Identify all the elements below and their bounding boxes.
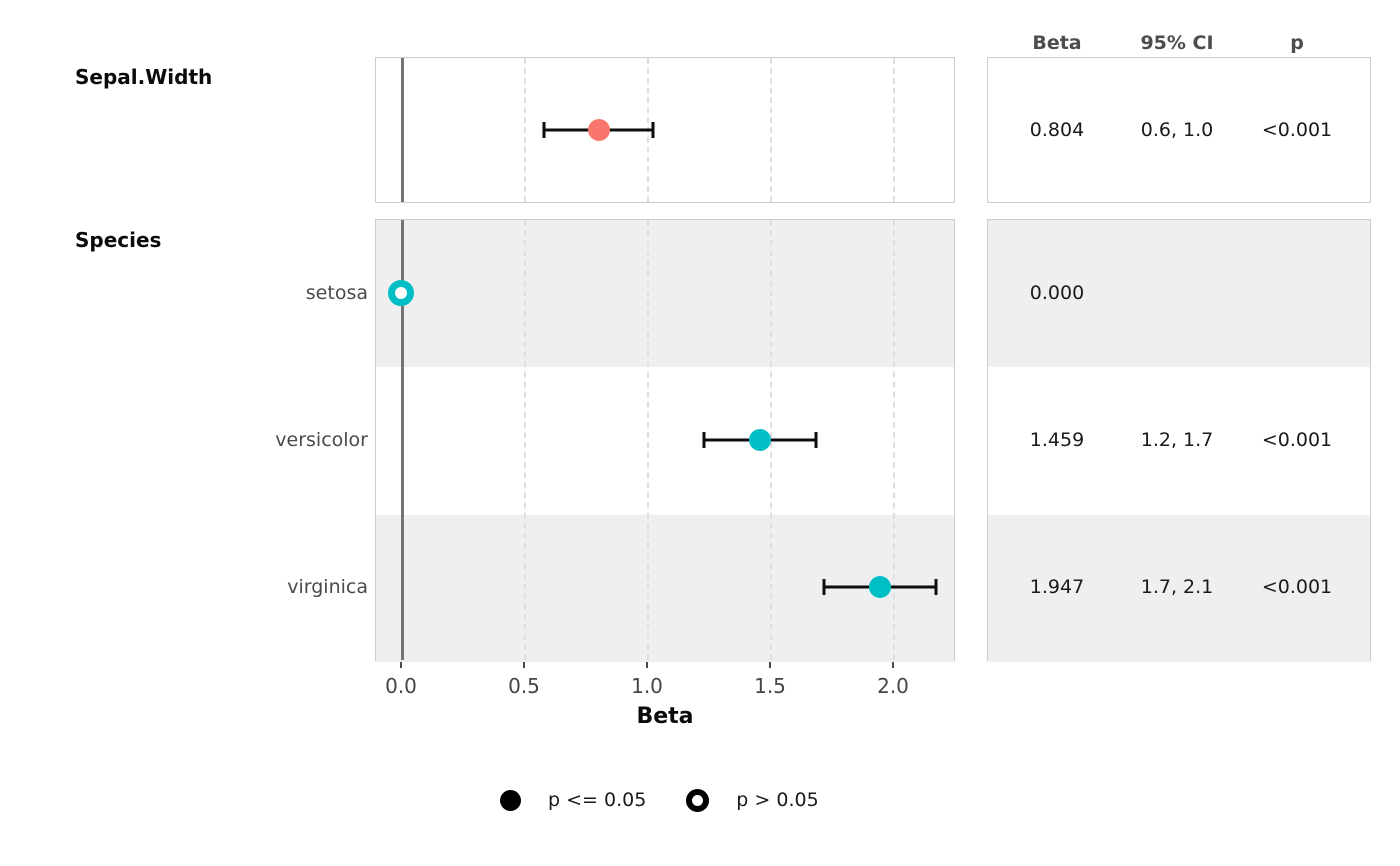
legend-label: p > 0.05 [736,789,819,811]
table-panel-species [987,219,1371,662]
legend-item-not-significant: p > 0.05 [686,788,819,812]
gridline [523,58,526,202]
gridline [769,58,772,202]
gridline [646,220,649,660]
y-axis-label-setosa: setosa [305,281,368,304]
table-header-p: p [1290,32,1304,54]
table-panel-sepal-width [987,57,1371,203]
row-stripe [988,220,1370,368]
x-tick-label: 1.0 [631,674,663,698]
zero-reference-line [400,220,404,660]
open-circle-icon [686,788,710,812]
y-axis-label-versicolor: versicolor [275,429,368,451]
gridline [646,58,649,202]
table-header-ci: 95% CI [1140,32,1214,54]
x-tick-mark [523,662,525,668]
y-axis-label-virginica: virginica [287,576,368,599]
gridline [769,220,772,660]
x-axis-title: Beta [636,704,694,729]
x-tick-label: 0.5 [508,674,540,698]
gridline [892,58,895,202]
x-tick-mark [646,662,648,668]
plot-panel-sepal-width [375,57,955,203]
filled-circle-icon [500,789,521,811]
legend-label: p <= 0.05 [548,789,647,811]
gridline [892,220,895,660]
gridline [523,220,526,660]
row-stripe [376,514,954,662]
x-tick-label: 1.5 [754,674,786,698]
x-tick-label: 0.0 [385,674,417,698]
plot-panel-species [375,219,955,662]
x-tick-mark [769,662,771,668]
group-label-sepal-width: Sepal.Width [75,65,213,89]
x-tick-mark [400,662,402,668]
zero-reference-line [400,58,404,202]
table-header-beta: Beta [1032,32,1082,54]
x-tick-label: 2.0 [877,674,909,698]
group-label-species: Species [75,228,162,252]
x-tick-mark [892,662,894,668]
legend: p <= 0.05 p > 0.05 [500,783,819,817]
legend-item-significant: p <= 0.05 [500,789,646,811]
row-stripe [376,220,954,368]
row-stripe [988,514,1370,662]
